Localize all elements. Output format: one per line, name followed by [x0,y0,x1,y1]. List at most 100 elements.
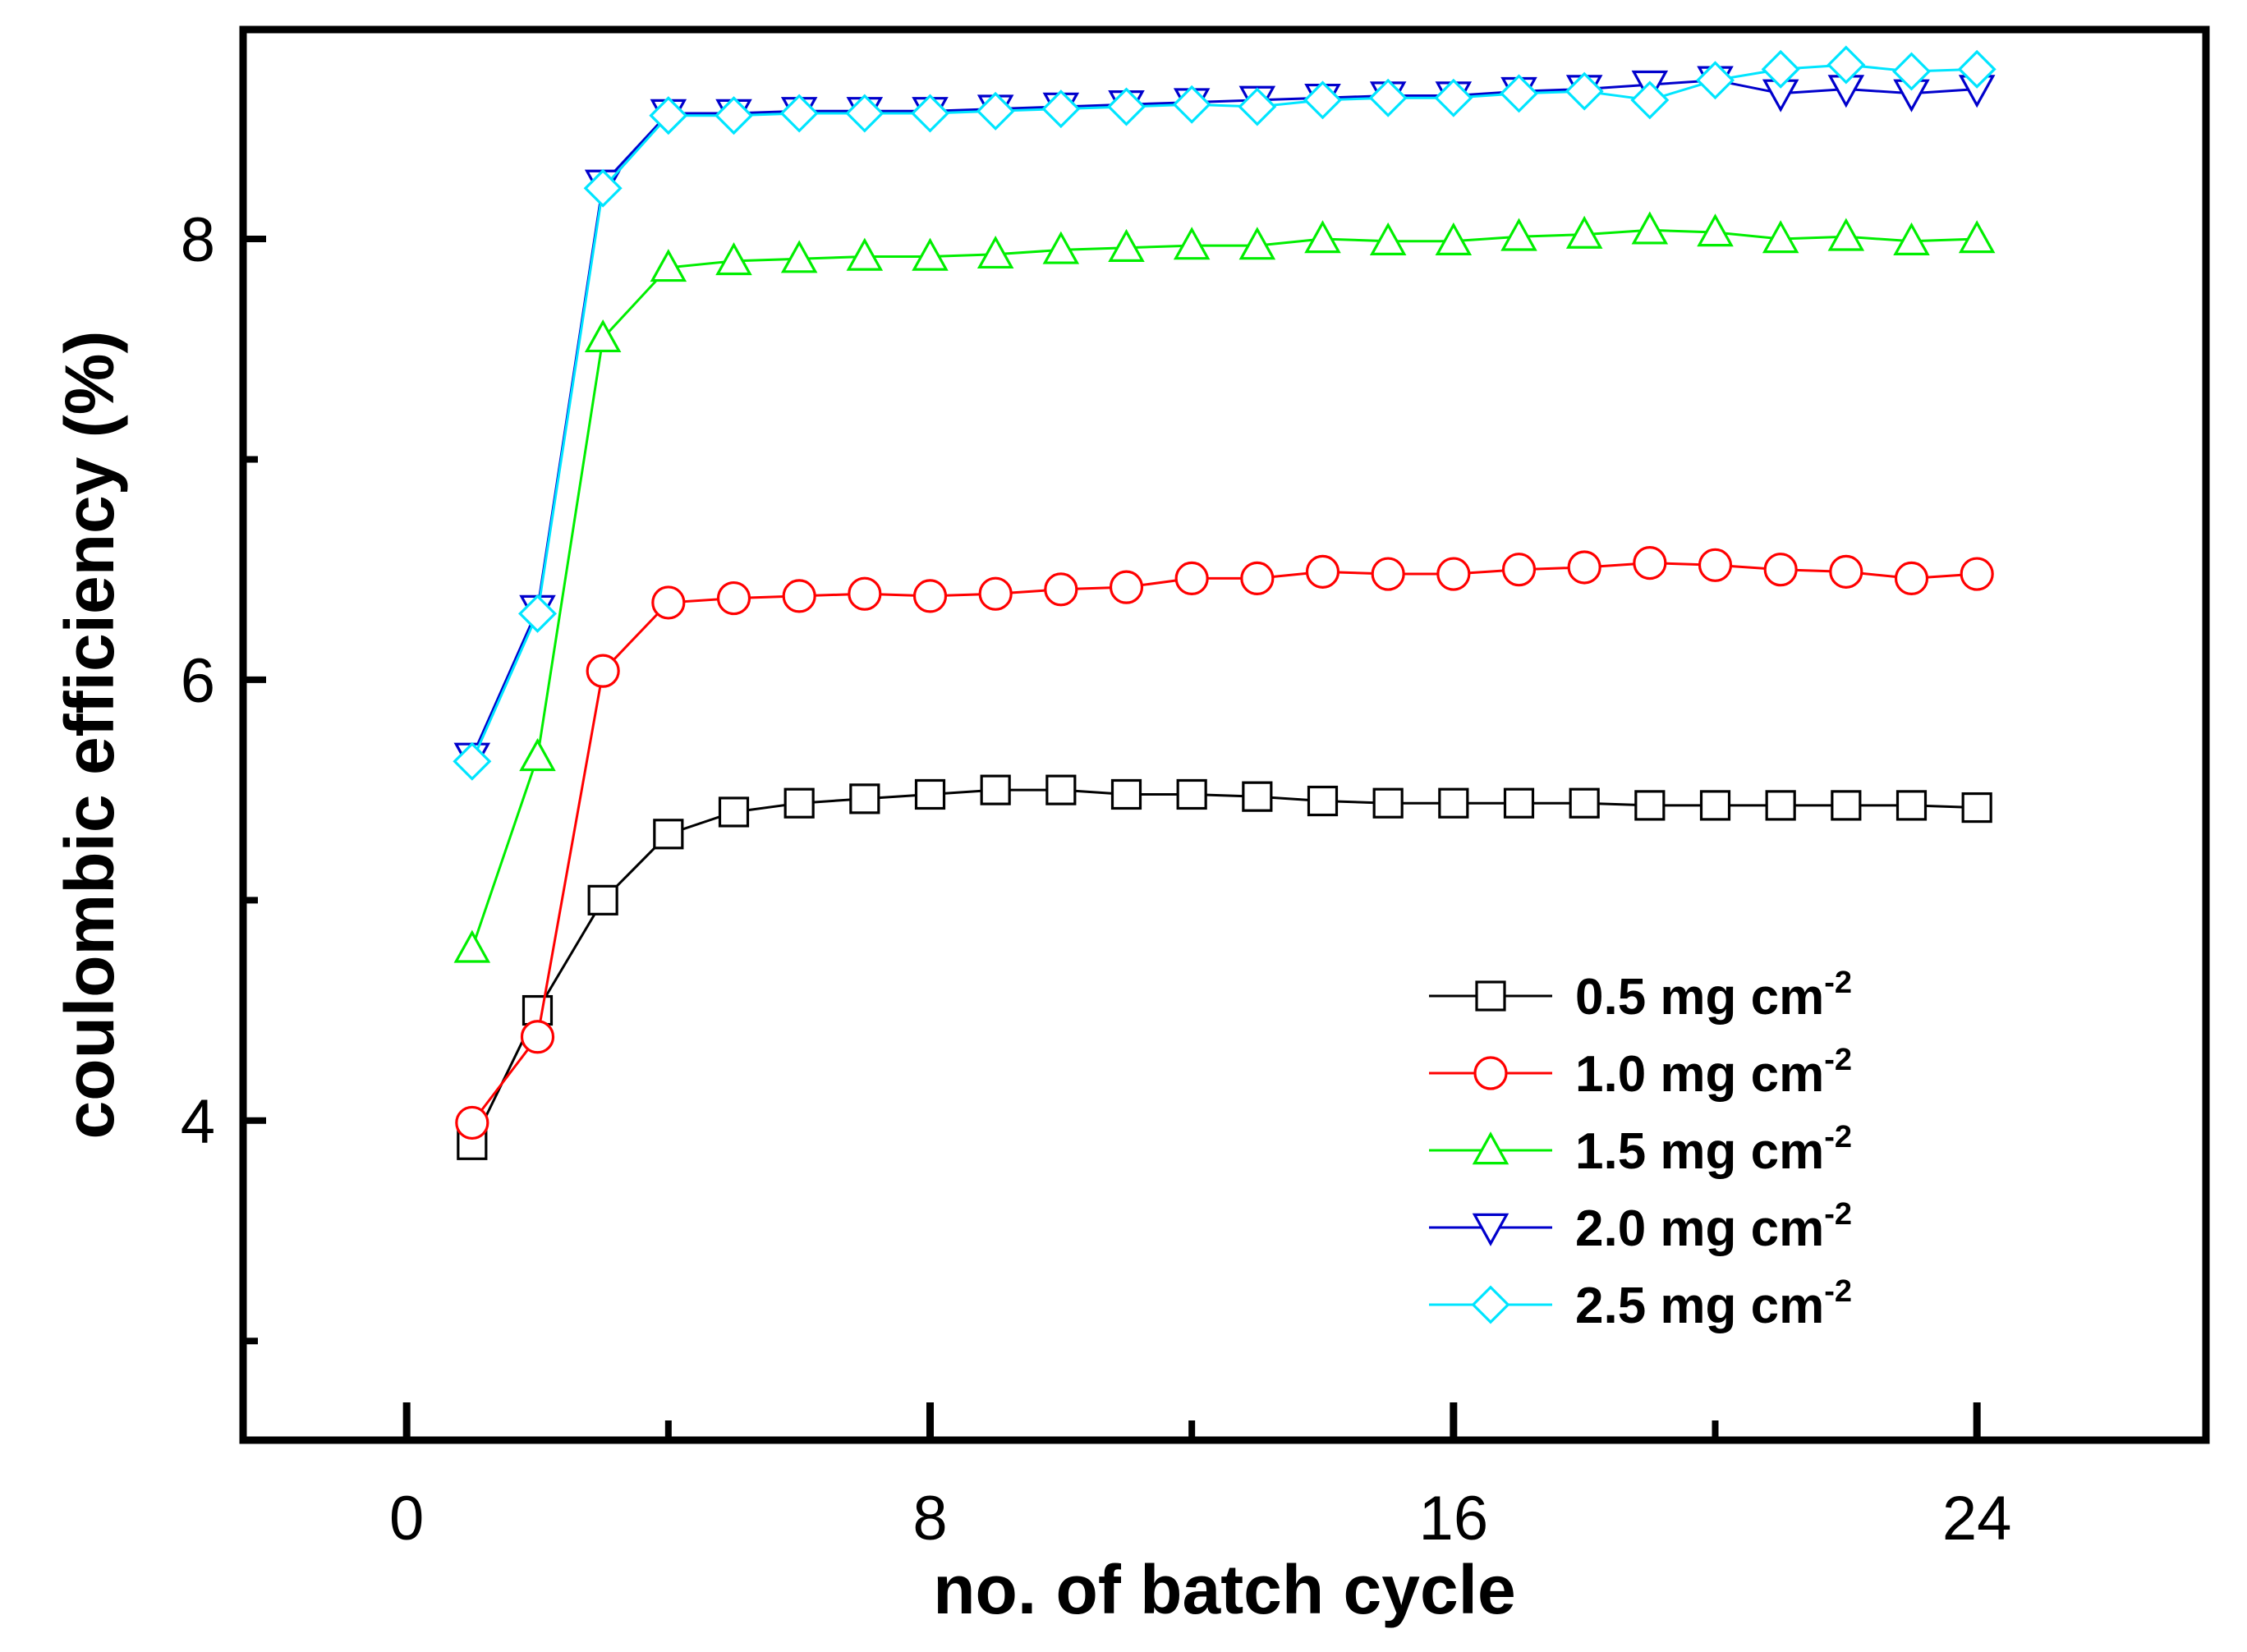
x-tick-label: 0 [389,1484,424,1553]
data-point [1501,553,1537,587]
data-point [1763,553,1798,587]
data-point [912,237,949,271]
data-point [1436,557,1471,591]
data-point [1565,71,1604,111]
data-point [522,994,554,1026]
data-point [716,580,751,616]
data-point [1368,78,1408,117]
legend-label-sup: -2 [1824,1274,1852,1309]
data-point [714,96,754,135]
data-point [651,585,686,620]
data-point [586,654,620,688]
legend-label-sup: -2 [1824,1197,1852,1232]
data-point [1961,792,1992,824]
data-point [1238,87,1277,126]
y-tick-label: 8 [181,205,215,275]
data-point [650,249,687,282]
data-point [976,235,1014,269]
legend-label-sup: -2 [1824,1043,1852,1077]
data-point [1176,778,1207,810]
legend-label-text: 2.5 mg cm [1575,1278,1824,1334]
data-point [1827,218,1865,251]
data-point [1893,222,1930,255]
data-point [1633,546,1667,580]
legend-label: 2.0 mg cm-2 [1575,1197,1852,1257]
series-1 [457,774,1992,1160]
data-point [1827,45,1866,85]
series-2 [455,546,1994,1140]
data-point [583,168,623,208]
data-point [584,319,622,353]
x-tick-label: 16 [1419,1484,1489,1553]
data-point [1242,781,1273,812]
data-point [1698,548,1733,582]
data-point [1304,220,1341,254]
legend-marker [1473,1056,1508,1090]
series-4 [453,66,1996,776]
data-point [455,1105,489,1140]
data-point [779,94,819,133]
data-point [910,94,950,133]
legend-item: 0.5 mg cm-2 [1429,966,1852,1026]
data-point [653,819,684,850]
data-point [1438,787,1469,819]
data-point [1697,213,1734,247]
data-point [1891,52,1932,91]
legend-marker [1475,980,1506,1012]
y-axis-title: coulombic efficiency (%) [51,331,128,1140]
data-point [914,778,946,810]
legend-label-text: 0.5 mg cm [1575,969,1824,1026]
series-line [471,63,1978,762]
legend-label: 0.5 mg cm-2 [1575,966,1852,1026]
data-point [845,94,885,133]
legend-marker [1471,1285,1510,1324]
data-point [1829,554,1863,589]
data-point [1108,228,1145,262]
data-point [978,576,1013,611]
data-point [1500,218,1537,251]
data-point [718,796,750,828]
data-point [1630,80,1670,120]
data-point [1371,557,1405,591]
data-point [1172,85,1211,124]
series-line [471,228,1978,949]
data-point [649,96,688,135]
data-point [1831,790,1862,821]
data-point [1762,220,1799,254]
data-point [1894,561,1929,596]
data-point [848,576,882,611]
legend-item: 1.5 mg cm-2 [1429,1120,1852,1180]
data-point [780,240,818,273]
data-point [1895,790,1928,821]
legend-marker [1472,1131,1509,1165]
data-point [520,1020,555,1054]
legend: 0.5 mg cm-21.0 mg cm-21.5 mg cm-22.0 mg … [1429,966,1852,1334]
data-point [1110,778,1142,810]
legend-label-text: 1.0 mg cm [1575,1046,1824,1103]
data-point [1761,49,1800,89]
legend-label-text: 1.5 mg cm [1575,1123,1824,1180]
x-axis-title: no. of batch cycle [933,1551,1516,1628]
series-line [471,562,1978,1124]
data-point [1307,785,1339,817]
data-point [1173,227,1211,260]
y-tick-label: 6 [181,646,215,716]
data-point [1631,211,1669,245]
data-point [1565,215,1603,249]
data-point [519,737,556,772]
data-point [1567,550,1601,585]
legend-label-text: 2.0 mg cm [1575,1200,1824,1257]
legend-label: 1.0 mg cm-2 [1575,1043,1852,1103]
data-point [1238,227,1276,260]
data-point [912,579,948,613]
data-point [1957,49,1997,89]
legend-label: 2.5 mg cm-2 [1575,1274,1852,1334]
x-tick-label: 24 [1942,1484,2012,1553]
data-point [517,594,558,633]
data-point [1435,222,1473,255]
data-point [1305,554,1340,589]
legend-label-sup: -2 [1824,1120,1852,1154]
data-point [1109,570,1144,604]
data-point [1045,774,1077,805]
